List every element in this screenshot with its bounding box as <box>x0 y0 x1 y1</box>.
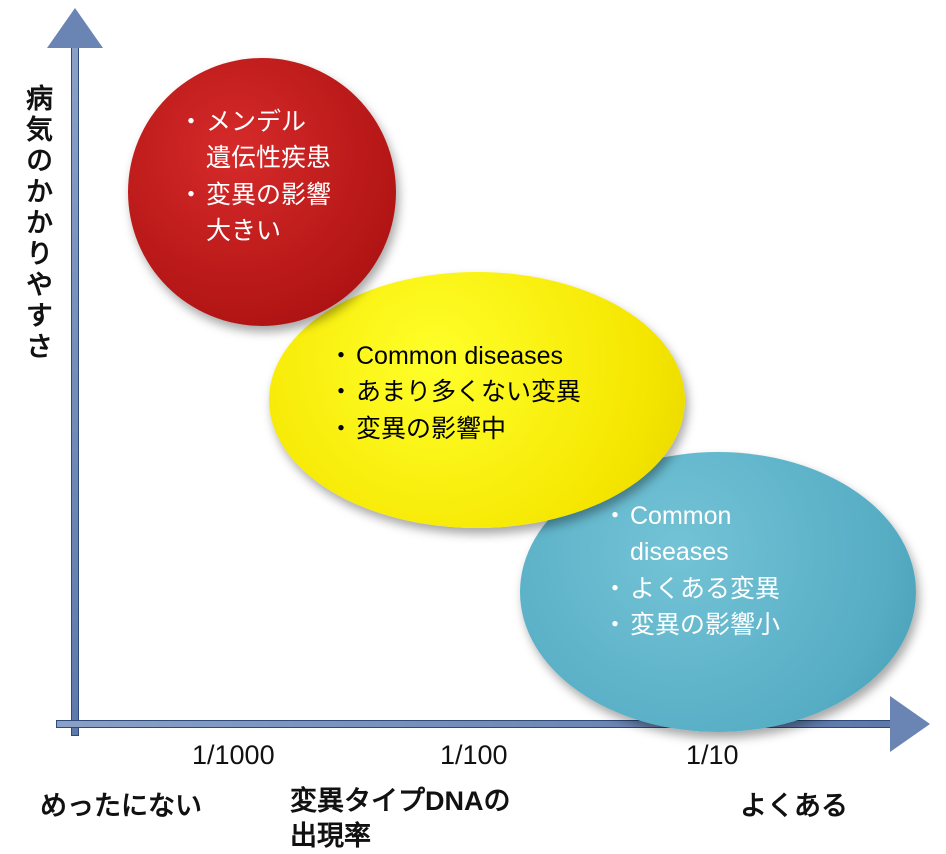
bubble-rare-line4: 大きい <box>206 213 281 249</box>
bullet-icon: ・ <box>326 411 356 447</box>
x-tick-3: 1/10 <box>686 740 739 771</box>
x-label-rare: めったにない <box>40 784 202 823</box>
bubble-rare-text: ・メンデル 遺伝性疾患 ・変異の影響 大きい <box>176 104 331 249</box>
bubble-rare-line2: 遺伝性疾患 <box>206 140 331 176</box>
diagram-canvas: 病気のかかりやすさ 1/1000 1/100 1/10 めったにない 変異タイプ… <box>0 0 946 850</box>
bubble-common-line4: 変異の影響小 <box>630 607 780 643</box>
x-axis-title: 変異タイプDNAの 出現率 <box>290 784 511 854</box>
bubble-mid-line1: Common diseases <box>356 338 563 374</box>
bubble-rare-line3: 変異の影響 <box>206 177 331 213</box>
bullet-icon: ・ <box>176 104 206 140</box>
bubble-mid-line3: 変異の影響中 <box>356 411 506 447</box>
x-axis-arrow-icon <box>890 696 930 752</box>
bullet-icon: ・ <box>600 571 630 607</box>
bubble-common-text: ・Common diseases ・よくある変異 ・変異の影響小 <box>600 498 780 643</box>
x-axis-title-line2: 出現率 <box>290 821 371 851</box>
bullet-icon: ・ <box>176 177 206 213</box>
bubble-mid-text: ・Common diseases ・あまり多くない変異 ・変異の影響中 <box>326 338 581 447</box>
y-axis <box>71 40 79 736</box>
bubble-rare-line1: メンデル <box>206 104 306 140</box>
x-label-common: よくある <box>740 784 848 823</box>
bullet-icon: ・ <box>326 374 356 410</box>
bullet-icon: ・ <box>326 338 356 374</box>
x-tick-2: 1/100 <box>440 740 508 771</box>
x-axis-title-line1: 変異タイプDNAの <box>290 786 511 816</box>
bullet-icon: ・ <box>600 498 630 534</box>
bubble-common-line3: よくある変異 <box>630 571 780 607</box>
y-axis-label: 病気のかかりやすさ <box>18 84 57 363</box>
bubble-common-line2: diseases <box>630 534 729 570</box>
x-tick-1: 1/1000 <box>192 740 275 771</box>
bubble-common-line1: Common <box>630 498 731 534</box>
y-axis-arrow-icon <box>47 8 103 48</box>
bubble-mid-line2: あまり多くない変異 <box>356 374 581 410</box>
bullet-icon: ・ <box>600 607 630 643</box>
